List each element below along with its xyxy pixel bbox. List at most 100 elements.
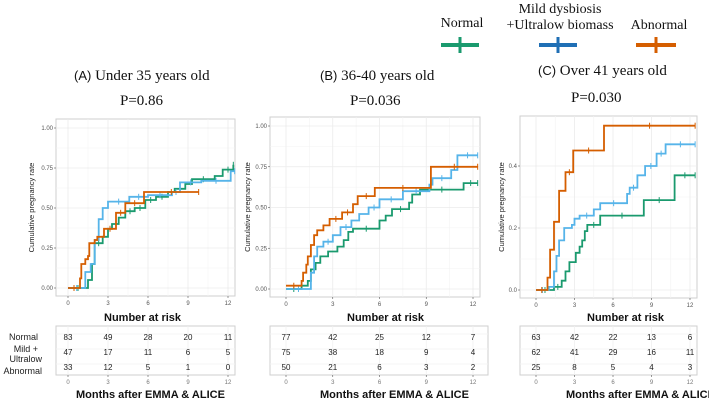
panel-a-xtick-label: 6 — [146, 301, 150, 307]
panel-b-ytick-label: 1.00 — [255, 124, 267, 130]
panel-a-risk-value: 0 — [226, 363, 231, 372]
panel-c-risk-xtick-label: 9 — [650, 380, 654, 386]
panel-a-risk-value: 5 — [146, 363, 151, 372]
panel-b-risk-value: 18 — [375, 348, 384, 357]
panel-c-risk-value: 6 — [688, 333, 693, 342]
panel-c-risk-value: 62 — [532, 348, 541, 357]
panel-c-title: (C) Over 41 years old — [538, 63, 667, 80]
panel-c-risk-value: 11 — [686, 348, 695, 357]
panel-b-ytick-label: 0.00 — [255, 287, 267, 293]
panel-b-xtick-label: 0 — [284, 302, 288, 308]
panel-a-risk-value: 11 — [144, 348, 153, 357]
panel-c-line-normal — [536, 174, 696, 291]
panel-a-risk-value: 5 — [226, 348, 231, 357]
panel-b-ytick-label: 0.75 — [255, 165, 267, 171]
panel-a-ylabel: Cumulative pregnancy rate — [27, 163, 36, 253]
panel-c-risk-xtick-label: 6 — [611, 380, 615, 386]
panel-a-risk-value: 6 — [186, 348, 191, 357]
panel-a-risk-title: Number at risk — [104, 312, 182, 324]
panel-b-xtick-label: 12 — [470, 302, 477, 308]
panel-c-ylabel: Cumulative pregnancy rate — [497, 162, 506, 252]
panel-a-risk-value: 17 — [104, 348, 113, 357]
panel-c-pvalue: P=0.030 — [571, 90, 622, 106]
panel-c-risk-value: 4 — [649, 363, 654, 372]
panel-c-xtick-label: 6 — [611, 303, 615, 309]
panel-a-xtick-label: 12 — [225, 301, 232, 307]
panel-a-ytick-label: 1.00 — [41, 126, 53, 132]
legend-label-normal: Normal — [440, 16, 484, 31]
panel-b-risk-xtick-label: 3 — [331, 380, 335, 386]
panel-b-risk-value: 7 — [471, 333, 476, 342]
panel-b-risk-value: 77 — [282, 333, 291, 342]
panel-b-risk-value: 6 — [377, 363, 382, 372]
panel-a-risk-xtick-label: 6 — [146, 380, 150, 386]
panel-b-risk-value: 4 — [471, 348, 476, 357]
risk-row-label-mild: Mild + — [13, 344, 38, 354]
panel-a-ytick-label: 0.25 — [41, 246, 53, 252]
panel-b-xtick-label: 3 — [331, 302, 335, 308]
panel-b-risk-xtick-label: 9 — [425, 380, 429, 386]
panel-b-letter: (B) — [320, 68, 338, 83]
panel-c-title-text: Over 41 years old — [559, 63, 667, 79]
legend-swatch-normal — [441, 37, 479, 53]
panel-a-line-abnormal — [68, 191, 199, 289]
panel-a-risk-value: 47 — [64, 348, 73, 357]
panel-a-xtick-label: 0 — [66, 301, 70, 307]
panel-a-risk-xtick-label: 9 — [186, 380, 190, 386]
panel-b-ytick-label: 0.50 — [255, 206, 267, 212]
panel-c-risk-value: 63 — [532, 333, 541, 342]
panel-a-ytick-label: 0.75 — [41, 166, 53, 172]
panel-b-title: (B) 36-40 years old — [320, 68, 434, 85]
panel-a-xlabel: Months after EMMA & ALICE — [76, 389, 225, 401]
legend-swatch-mild — [539, 37, 577, 53]
panel-b-line-normal — [286, 182, 478, 290]
panel-c-risk-value: 41 — [570, 348, 579, 357]
risk-row-label-ultralow: Ultralow — [9, 354, 42, 364]
panel-c-risk-value: 13 — [647, 333, 656, 342]
panel-a-risk-value: 83 — [64, 333, 73, 342]
legend-swatch-abnormal — [636, 37, 676, 53]
panel-c-risk-value: 42 — [570, 333, 579, 342]
panel-b-risk-xtick-label: 12 — [470, 380, 477, 386]
panel-c-xtick-label: 12 — [687, 303, 694, 309]
panel-a-risk-xtick-label: 3 — [106, 380, 110, 386]
panel-a-risk-value: 49 — [104, 333, 113, 342]
panel-c-xtick-label: 0 — [534, 303, 538, 309]
panel-a-risk-value: 12 — [104, 363, 113, 372]
panel-b-risk-value: 42 — [328, 333, 337, 342]
panel-a-xtick-label: 3 — [106, 301, 110, 307]
panel-c-risk-value: 3 — [688, 363, 693, 372]
panel-a-letter: (A) — [74, 68, 92, 83]
panel-b-risk-value: 21 — [328, 363, 337, 372]
panel-a-pvalue: P=0.86 — [120, 93, 164, 109]
panel-b-title-text: 36-40 years old — [341, 68, 435, 84]
panel-c-risk-value: 29 — [609, 348, 618, 357]
panel-c-xtick-label: 3 — [573, 303, 577, 309]
panel-c-risk-value: 16 — [647, 348, 656, 357]
panel-a-title-text: Under 35 years old — [95, 68, 210, 84]
panel-c-ytick-label: 0.4 — [509, 164, 518, 170]
panel-a-risk-value: 33 — [64, 363, 73, 372]
panel-b-risk-value: 25 — [375, 333, 384, 342]
legend-label-mild-line1: Mild dysbiosis — [518, 2, 602, 17]
panel-c-xtick-label: 9 — [650, 303, 654, 309]
panel-b-risk-value: 3 — [424, 363, 429, 372]
panel-a-ytick-label: 0.50 — [41, 206, 53, 212]
legend-label-mild-line2: +Ultralow biomass — [506, 18, 614, 33]
panel-c-risk-xtick-label: 12 — [687, 380, 694, 386]
panel-b-risk-value: 75 — [282, 348, 291, 357]
panel-c-risk-title: Number at risk — [587, 312, 665, 324]
panel-b-xlabel: Months after EMMA & ALICE — [320, 389, 469, 401]
panel-a-ytick-label: 0.00 — [41, 286, 53, 292]
panel-b-risk-title: Number at risk — [347, 312, 425, 324]
panel-c-risk-value: 5 — [611, 363, 616, 372]
panel-b-risk-xtick-label: 6 — [378, 380, 382, 386]
panel-c-risk-value: 22 — [609, 333, 618, 342]
panel-a-risk-xtick-label: 12 — [225, 380, 232, 386]
panel-b-xtick-label: 9 — [425, 302, 429, 308]
panel-a-risk-value: 11 — [224, 333, 233, 342]
panel-b-risk-value: 38 — [328, 348, 337, 357]
